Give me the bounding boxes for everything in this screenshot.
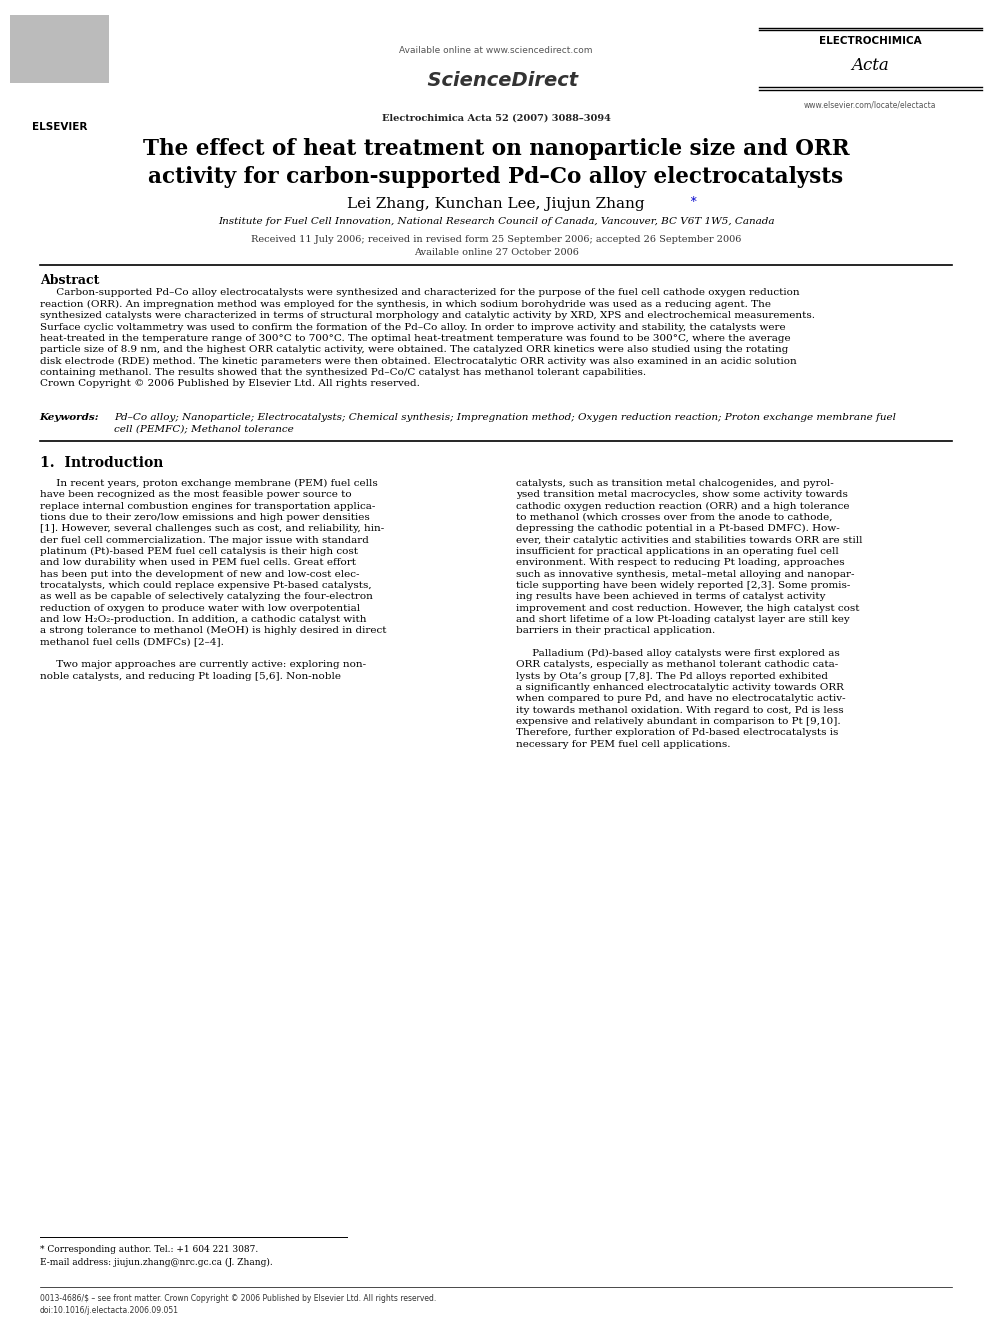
Text: ELECTROCHIMICA: ELECTROCHIMICA bbox=[818, 36, 922, 46]
Text: Received 11 July 2006; received in revised form 25 September 2006; accepted 26 S: Received 11 July 2006; received in revis… bbox=[251, 235, 741, 257]
Text: Available online at www.sciencedirect.com: Available online at www.sciencedirect.co… bbox=[399, 46, 593, 56]
Text: Keywords:: Keywords: bbox=[40, 413, 99, 422]
Text: Institute for Fuel Cell Innovation, National Research Council of Canada, Vancouv: Institute for Fuel Cell Innovation, Nati… bbox=[218, 217, 774, 226]
Text: Electrochimica Acta 52 (2007) 3088–3094: Electrochimica Acta 52 (2007) 3088–3094 bbox=[382, 114, 610, 123]
Text: 1.  Introduction: 1. Introduction bbox=[40, 456, 163, 471]
Text: www.elsevier.com/locate/electacta: www.elsevier.com/locate/electacta bbox=[804, 101, 936, 110]
Text: doi:10.1016/j.electacta.2006.09.051: doi:10.1016/j.electacta.2006.09.051 bbox=[40, 1306, 179, 1315]
Text: 0013-4686/$ – see front matter. Crown Copyright © 2006 Published by Elsevier Ltd: 0013-4686/$ – see front matter. Crown Co… bbox=[40, 1294, 435, 1303]
Text: ScienceDirect: ScienceDirect bbox=[414, 71, 578, 90]
Text: Lei Zhang, Kunchan Lee, Jiujun Zhang: Lei Zhang, Kunchan Lee, Jiujun Zhang bbox=[347, 197, 645, 212]
Text: Pd–Co alloy; Nanoparticle; Electrocatalysts; Chemical synthesis; Impregnation me: Pd–Co alloy; Nanoparticle; Electrocataly… bbox=[114, 413, 896, 433]
Text: In recent years, proton exchange membrane (PEM) fuel cells
have been recognized : In recent years, proton exchange membran… bbox=[40, 479, 386, 680]
Text: catalysts, such as transition metal chalcogenides, and pyrol-
ysed transition me: catalysts, such as transition metal chal… bbox=[516, 479, 862, 749]
Text: E-mail address: jiujun.zhang@nrc.gc.ca (J. Zhang).: E-mail address: jiujun.zhang@nrc.gc.ca (… bbox=[40, 1258, 273, 1267]
Text: Carbon-supported Pd–Co alloy electrocatalysts were synthesized and characterized: Carbon-supported Pd–Co alloy electrocata… bbox=[40, 288, 814, 388]
Text: * Corresponding author. Tel.: +1 604 221 3087.: * Corresponding author. Tel.: +1 604 221… bbox=[40, 1245, 258, 1254]
FancyBboxPatch shape bbox=[10, 15, 109, 83]
Text: ELSEVIER: ELSEVIER bbox=[32, 122, 87, 132]
Text: Abstract: Abstract bbox=[40, 274, 99, 287]
Text: The effect of heat treatment on nanoparticle size and ORR
activity for carbon-su: The effect of heat treatment on nanopart… bbox=[143, 138, 849, 188]
Text: Acta: Acta bbox=[851, 57, 889, 74]
Text: *: * bbox=[687, 196, 697, 209]
